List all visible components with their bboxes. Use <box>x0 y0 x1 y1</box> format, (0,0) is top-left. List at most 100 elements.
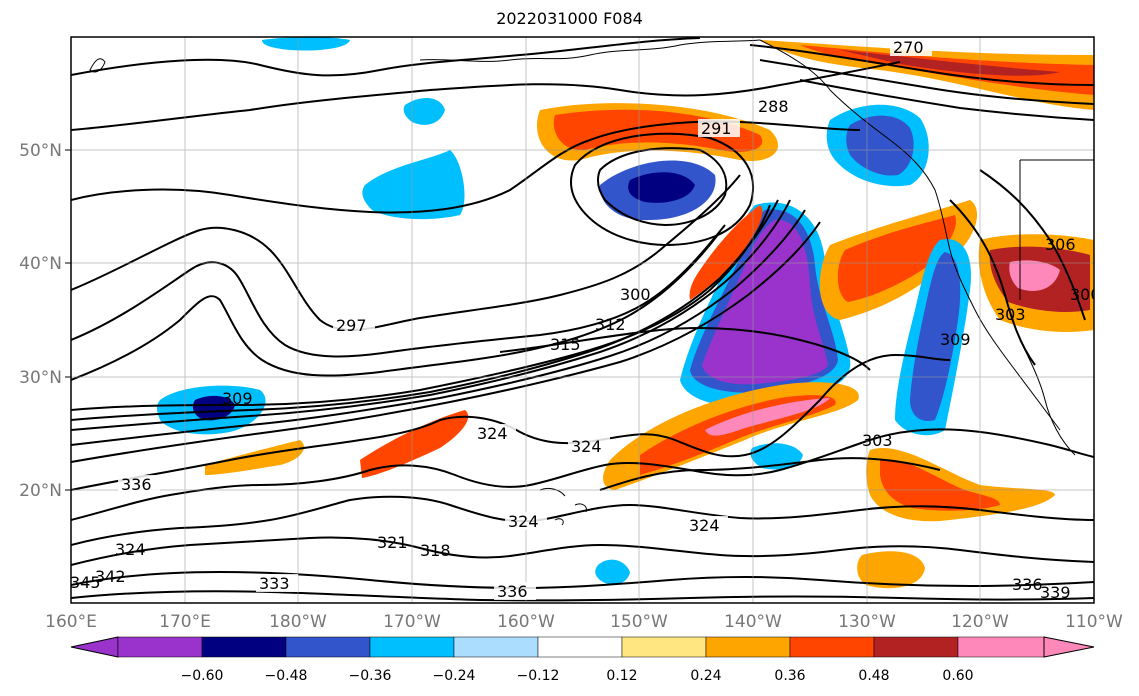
contour-label-group: 270 288 291 297 300 309 312 315 324 324 … <box>70 38 1101 602</box>
shading-positive-east-peak <box>1009 260 1060 291</box>
colorbar-label: 0.12 <box>606 668 637 684</box>
contour-line <box>71 231 721 381</box>
map-field: 270 288 291 297 300 309 312 315 324 324 … <box>70 37 1101 603</box>
shading-positive-jet <box>689 205 763 300</box>
coastline-island <box>89 58 106 73</box>
shading-negative-coast-core <box>910 252 961 421</box>
contour-label-bg <box>568 437 610 455</box>
coastlines <box>89 39 1094 526</box>
coastline-bc <box>759 39 1061 431</box>
contour-label-336: 336 <box>1012 575 1043 594</box>
contour-label-bg <box>333 316 375 334</box>
lon-label-180w: 180°W <box>269 612 327 632</box>
lon-label-110w: 110°W <box>1065 612 1123 632</box>
colorbar-swatch-5 <box>537 636 623 658</box>
contour-label-bg <box>686 516 728 534</box>
shading-negative-topleft <box>262 37 350 51</box>
contour-label-bg <box>256 574 298 592</box>
colorbar-swatch-2 <box>285 636 371 658</box>
contour-line <box>599 457 941 491</box>
contour-line <box>71 199 791 431</box>
contour-label-bg <box>755 97 797 115</box>
contour-line <box>596 147 728 227</box>
contour-line <box>71 209 806 446</box>
lon-label-170w: 170°W <box>383 612 441 632</box>
contour-label-324: 324 <box>477 424 508 443</box>
contour-label-342: 342 <box>95 567 126 586</box>
coastline-baja <box>1019 339 1076 456</box>
shading-positive-25n-mid <box>360 410 469 478</box>
contour-line <box>71 428 1094 521</box>
colorbar-swatch-0 <box>117 636 203 658</box>
contour-lines <box>71 37 1094 602</box>
colorbar-label: −0.48 <box>265 668 308 684</box>
contour-label-315: 315 <box>550 335 581 354</box>
contour-line <box>979 169 1086 321</box>
shading-positive-south <box>857 551 925 589</box>
contour-line <box>71 61 901 131</box>
lat-label-20n: 20°N <box>19 481 62 501</box>
colorbar-label: 0.48 <box>858 668 889 684</box>
contour-line <box>71 536 1094 566</box>
colorbar-swatch-8 <box>789 636 875 658</box>
colorbar-label: −0.60 <box>181 668 224 684</box>
colorbar-label: 0.60 <box>942 668 973 684</box>
contour-line <box>71 224 726 358</box>
contour-line <box>71 590 1094 602</box>
colorbar-swatch-6 <box>621 636 707 658</box>
colorbar-swatch-10 <box>957 636 1045 658</box>
map-frame <box>70 36 1095 604</box>
contour-line <box>799 79 1094 121</box>
plot-title: 2022031000 F084 <box>496 9 643 28</box>
shading-negative-center-core <box>628 172 695 203</box>
colorbar-label: −0.36 <box>349 668 392 684</box>
shading-negative-45n-west <box>362 150 465 220</box>
lon-label-140w: 140°W <box>724 612 782 632</box>
contour-label-324: 324 <box>689 516 720 535</box>
contour-label-300: 300 <box>1070 285 1101 304</box>
gridlines <box>71 37 1094 603</box>
contour-label-318: 318 <box>420 541 451 560</box>
contour-label-336: 336 <box>121 475 152 494</box>
contour-line <box>71 570 1094 590</box>
lon-label-170e: 170°E <box>159 612 211 632</box>
lat-label-30n: 30°N <box>19 368 62 388</box>
shading-positive-25n-peak <box>705 398 830 436</box>
coastline-hawaii <box>539 487 587 526</box>
contour-label-288: 288 <box>758 97 789 116</box>
shading-positive-ne-peak <box>840 50 1060 76</box>
contour-label-297: 297 <box>336 316 367 335</box>
contour-line <box>71 174 741 332</box>
shading-negative-15n <box>595 559 630 585</box>
colorbar-extend-high <box>1043 636 1095 658</box>
lon-label-150w: 150°W <box>610 612 668 632</box>
contour-label-bg <box>505 512 547 530</box>
contour-line <box>71 199 779 421</box>
shading-negative-alaska-core <box>846 115 914 176</box>
contour-label-bg <box>494 582 536 600</box>
contour-label-303: 303 <box>995 305 1026 324</box>
lat-label-40n: 40°N <box>19 254 62 274</box>
contour-label-bg <box>698 119 740 137</box>
lon-label-130w: 130°W <box>838 612 896 632</box>
shading-positive-20n-east-core <box>880 459 1000 511</box>
contour-label-bg <box>890 38 932 56</box>
contour-label-345: 345 <box>70 573 101 592</box>
contour-label-291: 291 <box>701 119 732 138</box>
colorbar-swatch-1 <box>201 636 287 658</box>
contour-line <box>499 327 871 371</box>
shading-negative-50n-west <box>403 98 445 125</box>
contour-line <box>569 132 755 247</box>
colorbar: −0.60 −0.48 −0.36 −0.24 −0.12 0.12 0.24 … <box>70 636 1095 684</box>
colorbar-label: −0.12 <box>517 668 560 684</box>
contour-label-309: 309 <box>940 330 971 349</box>
lat-label-50n: 50°N <box>19 141 62 161</box>
colorbar-label: −0.24 <box>433 668 476 684</box>
coastline-alaska <box>419 39 761 62</box>
contour-line <box>71 204 771 411</box>
colorbar-label: 0.36 <box>774 668 805 684</box>
latitude-labels: 50°N 40°N 30°N 20°N <box>19 141 62 501</box>
lon-label-160w: 160°W <box>497 612 555 632</box>
lon-label-160e: 160°E <box>45 612 97 632</box>
